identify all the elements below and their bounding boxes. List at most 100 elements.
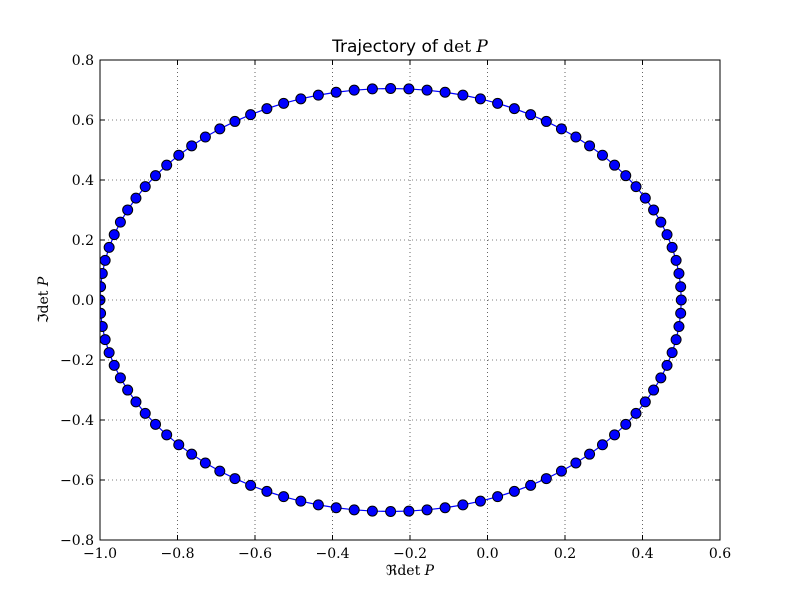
- data-point: [139, 407, 151, 419]
- y-tick-label: 0.6: [72, 113, 94, 129]
- data-point: [474, 93, 486, 105]
- data-point: [403, 505, 415, 517]
- data-point: [655, 372, 667, 384]
- data-point: [295, 495, 307, 507]
- data-point: [570, 131, 582, 143]
- data-point: [584, 448, 596, 460]
- x-tick-label: −1.0: [83, 546, 117, 562]
- data-point: [366, 83, 378, 95]
- series-line: [100, 87, 682, 513]
- data-point: [100, 267, 108, 279]
- data-point: [661, 359, 673, 371]
- data-point: [330, 502, 342, 514]
- data-point: [186, 140, 198, 152]
- data-point: [474, 495, 486, 507]
- y-tick-label: −0.2: [60, 353, 94, 369]
- data-point: [570, 457, 582, 469]
- x-tick-label: −0.2: [393, 546, 427, 562]
- y-tick-label: 0.2: [72, 233, 94, 249]
- data-point: [173, 439, 185, 451]
- x-tick-label: −0.4: [316, 546, 350, 562]
- data-point: [648, 204, 660, 216]
- data-point: [457, 499, 469, 511]
- x-tick-label: 0.2: [554, 546, 576, 562]
- data-point: [661, 229, 673, 241]
- ticks: −1.0 −0.8 −0.6 −0.4 −0.2 0.0 0.2 0.4 0.6−0.8−0.6…: [60, 53, 731, 562]
- data-point: [596, 149, 608, 161]
- data-point: [161, 159, 173, 171]
- data-point: [675, 294, 687, 306]
- y-axis-label: ℑdet P: [36, 276, 52, 323]
- data-point: [403, 83, 415, 95]
- data-point: [261, 485, 273, 497]
- data-point: [555, 123, 567, 135]
- data-point: [673, 321, 685, 333]
- data-point: [199, 131, 211, 143]
- y-tick-label: −0.8: [60, 533, 94, 549]
- grid: [100, 60, 720, 540]
- data-point: [214, 123, 226, 135]
- data-point: [666, 241, 678, 253]
- data-point: [150, 170, 162, 182]
- data-point: [596, 439, 608, 451]
- data-point: [492, 491, 504, 503]
- data-point: [540, 473, 552, 485]
- data-point: [130, 396, 142, 408]
- data-point: [655, 216, 667, 228]
- data-point: [150, 418, 162, 430]
- data-point: [100, 334, 111, 346]
- data-point: [630, 181, 642, 193]
- data-point: [122, 384, 134, 396]
- data-point: [492, 97, 504, 109]
- data-point: [186, 448, 198, 460]
- data-point: [214, 465, 226, 477]
- data-point: [245, 479, 257, 491]
- data-point: [199, 457, 211, 469]
- data-point: [108, 229, 120, 241]
- data-point: [295, 93, 307, 105]
- data-point: [103, 347, 115, 359]
- data-point: [540, 115, 552, 127]
- data-point: [173, 149, 185, 161]
- series-group: [100, 83, 687, 517]
- data-point: [278, 97, 290, 109]
- data-point: [609, 429, 621, 441]
- data-point: [312, 89, 324, 101]
- x-tick-label: 0.6: [709, 546, 731, 562]
- x-tick-label: 0.4: [631, 546, 653, 562]
- data-point: [330, 86, 342, 98]
- data-point: [421, 504, 433, 516]
- data-point: [278, 491, 290, 503]
- data-point: [348, 84, 360, 96]
- data-point: [639, 192, 651, 204]
- data-point: [525, 479, 537, 491]
- data-point: [439, 86, 451, 98]
- data-point: [508, 485, 520, 497]
- data-point: [630, 407, 642, 419]
- x-tick-label: −0.8: [161, 546, 195, 562]
- data-point: [100, 321, 108, 333]
- data-point: [385, 506, 397, 517]
- x-tick-label: −0.6: [238, 546, 272, 562]
- data-point: [457, 89, 469, 101]
- data-point: [229, 115, 241, 127]
- x-tick-label: 0.0: [476, 546, 498, 562]
- data-point: [421, 84, 433, 96]
- data-point: [100, 307, 107, 319]
- data-point: [114, 372, 126, 384]
- data-point: [385, 83, 397, 94]
- y-tick-label: 0.8: [72, 53, 94, 69]
- data-point: [100, 281, 107, 293]
- data-point: [366, 505, 378, 517]
- data-point: [114, 216, 126, 228]
- y-tick-label: −0.4: [60, 413, 94, 429]
- data-point: [439, 502, 451, 514]
- data-point: [675, 281, 687, 293]
- data-point: [108, 359, 120, 371]
- data-point: [139, 181, 151, 193]
- data-point: [584, 140, 596, 152]
- data-point: [122, 204, 134, 216]
- data-point: [312, 499, 324, 511]
- data-point: [620, 418, 632, 430]
- data-point: [130, 192, 142, 204]
